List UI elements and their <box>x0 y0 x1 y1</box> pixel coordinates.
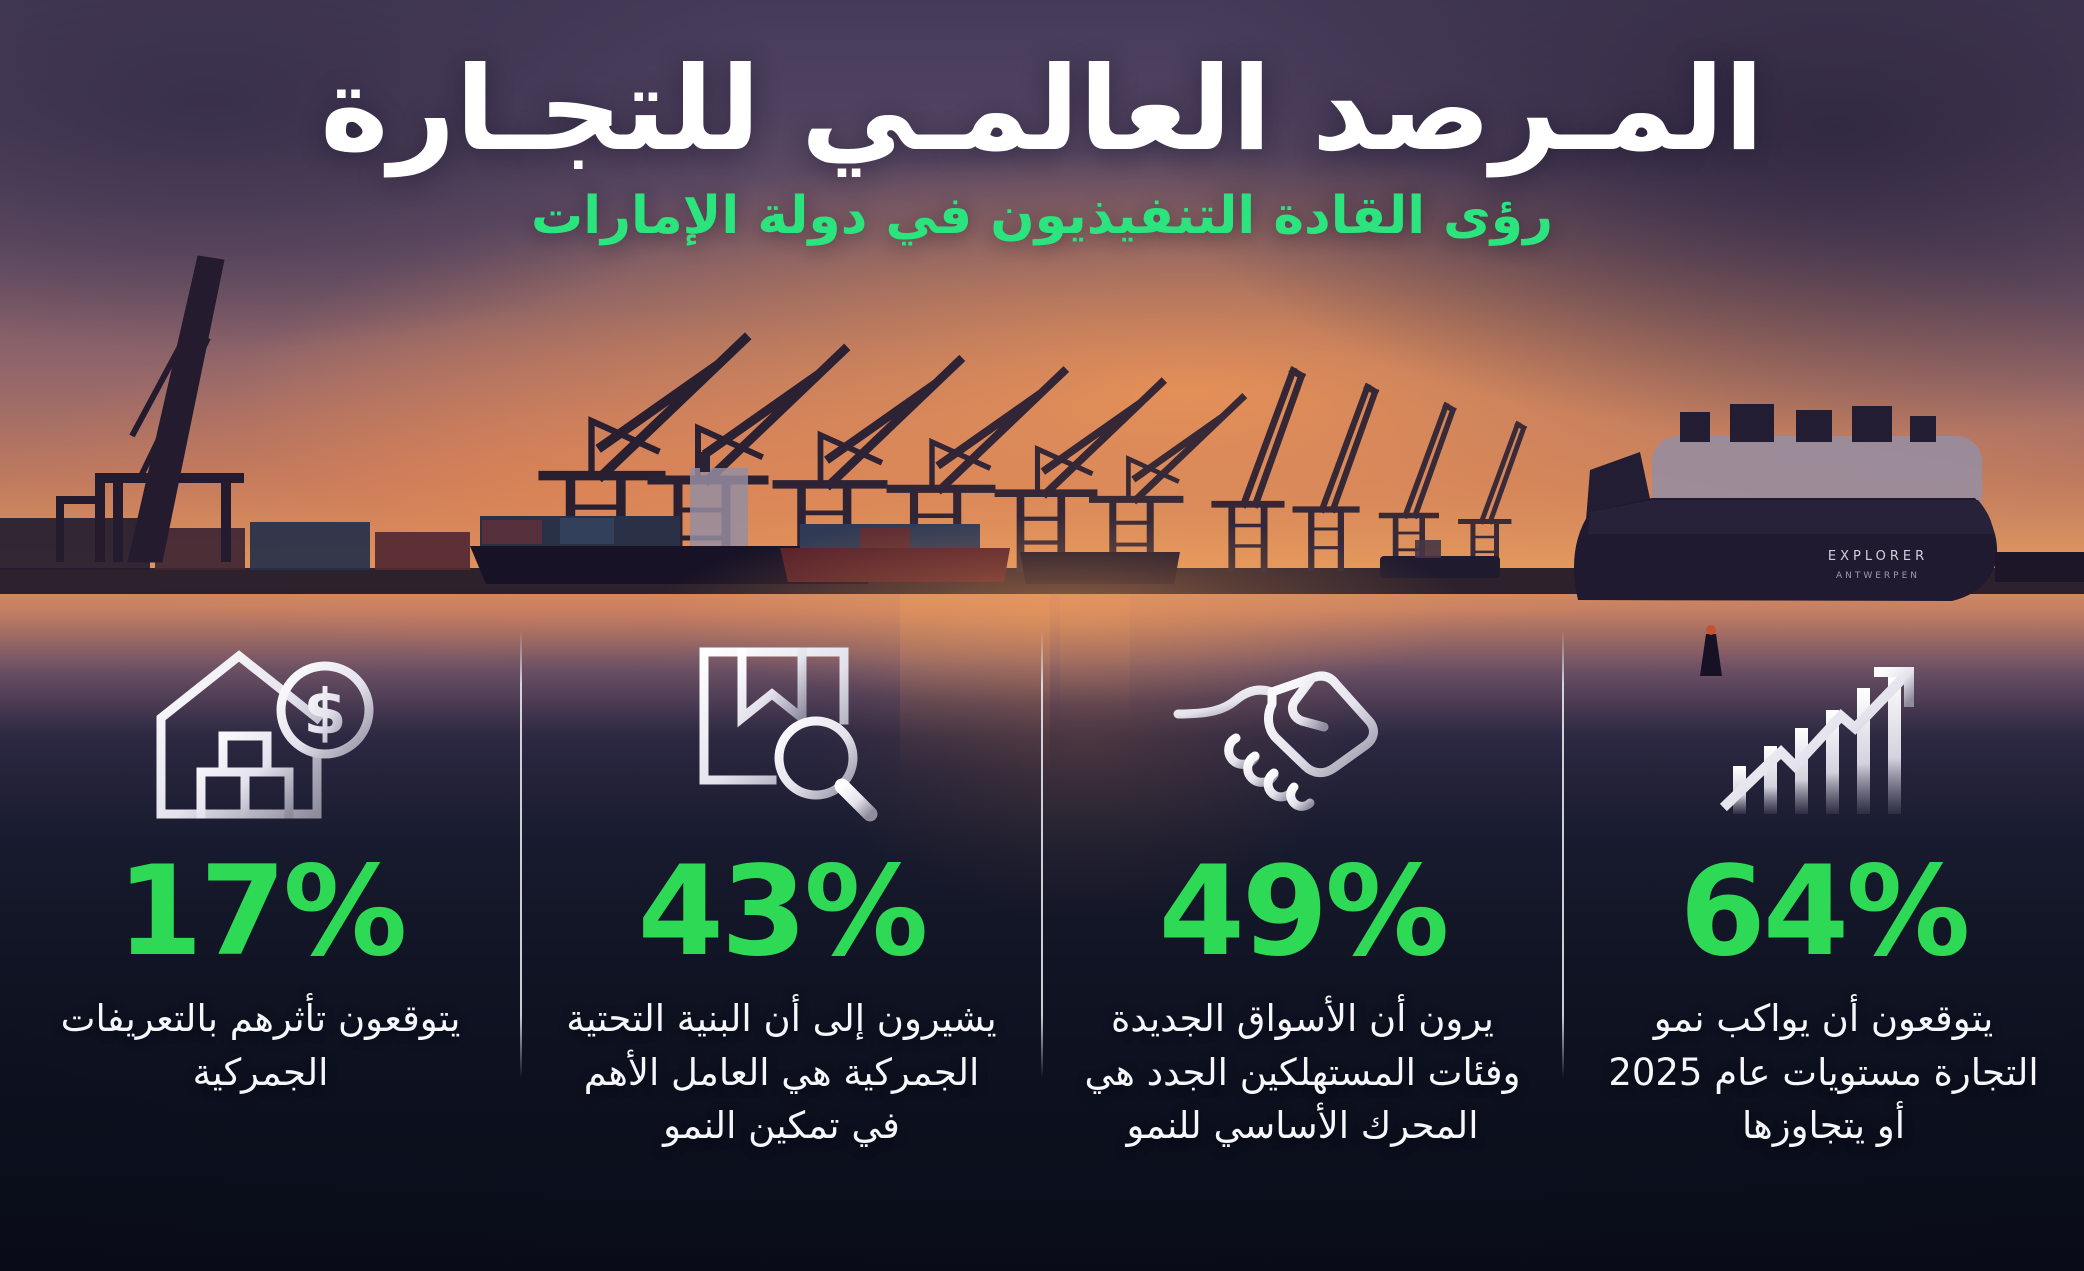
stat-description: يرون أن الأسواق الجديدة وفئات المستهلكين… <box>1084 997 1521 1148</box>
stat-value: 49% <box>1158 840 1450 984</box>
page-title: المـرصد العالمـي للتجـارة <box>320 42 1764 177</box>
stat-description: يتوقعون تأثرهم بالتعريفات الجمركية <box>60 997 461 1094</box>
stat-trade-growth: 64% يتوقعون أن يواكب نمو التجارة مستويات… <box>1563 612 2084 1153</box>
stats-row: $ 17% يتوقعون تأثرهم بالتعريفات الجمركية… <box>0 612 2084 1153</box>
stat-new-markets: 49% يرون أن الأسواق الجديدة وفئات المسته… <box>1042 612 1563 1153</box>
svg-text:$: $ <box>303 676 346 749</box>
package-search-icon <box>676 612 888 824</box>
stat-value: 43% <box>637 840 929 984</box>
stat-value: 17% <box>116 840 408 984</box>
column-divider <box>520 630 522 1078</box>
growth-chart-icon <box>1719 612 1929 824</box>
warehouse-dollar-icon: $ <box>145 612 377 824</box>
page-subtitle: رؤى القادة التنفيذيون في دولة الإمارات <box>530 185 1554 246</box>
stat-value: 64% <box>1679 840 1971 984</box>
stat-tariffs: $ 17% يتوقعون تأثرهم بالتعريفات الجمركية <box>0 612 521 1153</box>
column-divider <box>1041 630 1043 1078</box>
stat-description: يتوقعون أن يواكب نمو التجارة مستويات عام… <box>1608 997 2039 1148</box>
handshake-icon <box>1172 612 1434 824</box>
header: المـرصد العالمـي للتجـارة رؤى القادة الت… <box>0 46 2084 246</box>
stat-customs-infrastructure: 43% يشيرون إلى أن البنية التحتية الجمركي… <box>521 612 1042 1153</box>
stat-description: يشيرون إلى أن البنية التحتية الجمركية هي… <box>566 997 997 1148</box>
column-divider <box>1562 630 1564 1078</box>
